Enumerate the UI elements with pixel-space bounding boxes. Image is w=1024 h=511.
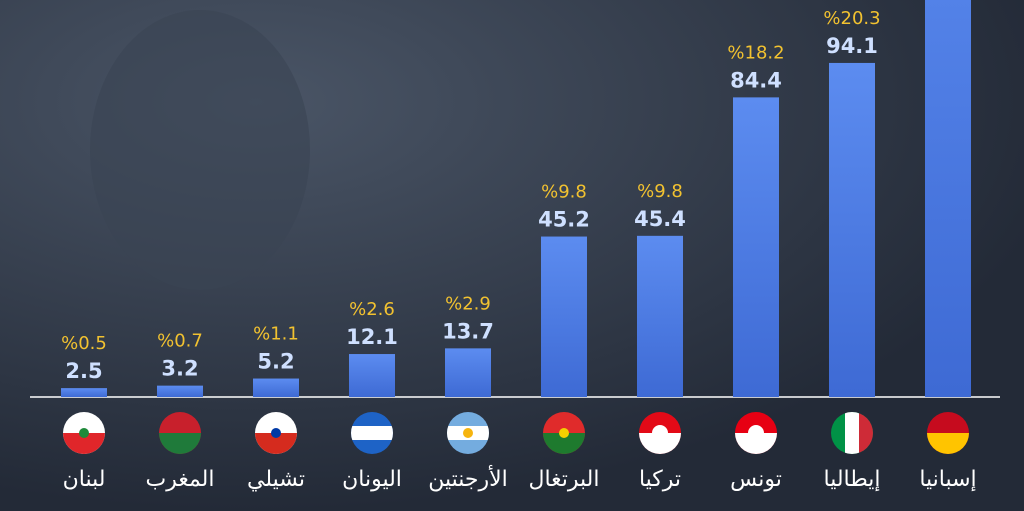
bar (349, 354, 395, 397)
value-label: 12.1 (346, 325, 398, 349)
category-label: اليونان (342, 467, 402, 492)
category-label: المغرب (146, 467, 215, 492)
bar (925, 0, 971, 397)
share-label: %9.8 (637, 181, 683, 202)
flag (255, 412, 297, 454)
flag-part (543, 433, 585, 454)
flag-part (859, 412, 873, 454)
flag (63, 412, 105, 454)
flag-emblem (748, 425, 764, 441)
share-label: %2.9 (445, 293, 491, 314)
category-label: البرتغال (528, 467, 599, 492)
flag-body (927, 412, 969, 454)
category-label: تركيا (639, 467, 681, 492)
value-label: 3.2 (161, 357, 198, 381)
flag-body (543, 412, 585, 454)
value-label: 13.7 (442, 319, 494, 343)
bar (61, 388, 107, 397)
share-label: %18.2 (727, 42, 784, 63)
category-label: تشيلي (247, 467, 305, 492)
category-label: إسبانيا (919, 467, 976, 492)
flag-emblem (271, 428, 281, 438)
flag-body (255, 412, 297, 454)
flag-body (831, 412, 873, 454)
flag-emblem (79, 428, 89, 438)
flag-body (159, 412, 201, 454)
share-label: %0.5 (61, 333, 107, 354)
category-label: الأرجنتين (428, 465, 508, 492)
value-label: 94.1 (826, 34, 878, 58)
share-label: %0.7 (157, 331, 203, 352)
flag-part (845, 412, 859, 454)
bar (829, 62, 875, 397)
bar (445, 348, 491, 397)
bar (157, 385, 203, 397)
value-label: 45.2 (538, 208, 590, 232)
flag-part (351, 426, 393, 440)
flag-part (639, 433, 681, 454)
flag-body (735, 412, 777, 454)
flag (927, 412, 969, 454)
category-label: لبنان (63, 467, 106, 492)
share-label: %1.1 (253, 324, 299, 345)
flag-part (159, 433, 201, 454)
value-label: 84.4 (730, 68, 782, 92)
bar (637, 235, 683, 397)
flag (831, 412, 873, 454)
flag (543, 412, 585, 454)
flag-part (735, 433, 777, 454)
category-label: إيطاليا (823, 467, 880, 492)
decoration (90, 10, 310, 290)
share-label: %20.3 (823, 8, 880, 29)
value-label: 45.4 (634, 207, 686, 231)
flag-body (639, 412, 681, 454)
category-label: تونس (730, 467, 782, 492)
share-label: %9.8 (541, 182, 587, 203)
flag-emblem (652, 425, 668, 441)
flag (351, 412, 393, 454)
share-label: %2.6 (349, 299, 395, 320)
bar (733, 97, 779, 397)
flag-body (351, 412, 393, 454)
flag (159, 412, 201, 454)
flag-body (447, 412, 489, 454)
flag (735, 412, 777, 454)
bar (253, 378, 299, 397)
flag-emblem (559, 428, 569, 438)
flag (447, 412, 489, 454)
bar (541, 236, 587, 397)
flag-part (63, 433, 105, 454)
flag-emblem (463, 428, 473, 438)
flag-body (63, 412, 105, 454)
value-label: 2.5 (65, 359, 102, 383)
flag-part (255, 433, 297, 454)
flag-part (927, 433, 969, 454)
flag (639, 412, 681, 454)
value-label: 5.2 (257, 350, 294, 374)
